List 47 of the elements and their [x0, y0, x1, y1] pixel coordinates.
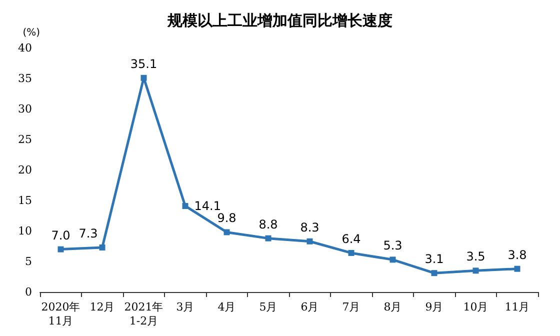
- y-axis-title: (%): [22, 28, 40, 38]
- y-tick-label: 15: [18, 194, 32, 207]
- point: [99, 244, 106, 250]
- data-label: 7.0: [51, 228, 70, 242]
- y-tick-label: 25: [18, 133, 32, 146]
- data-label: 5.3: [383, 238, 402, 253]
- y-tick-label: 0: [25, 286, 32, 298]
- point: [390, 256, 396, 263]
- y-tick-label: 30: [18, 102, 32, 116]
- point: [348, 250, 354, 256]
- data-label: 3.1: [424, 252, 444, 266]
- point: [265, 235, 272, 242]
- y-tick-label: 10: [18, 224, 32, 238]
- data-label: 8.3: [300, 220, 320, 234]
- data-label: 14.1: [194, 198, 221, 213]
- x-tick-label: 7月: [342, 300, 360, 314]
- y-tick-label: 40: [18, 42, 32, 54]
- x-tick-label: 12月: [90, 300, 115, 314]
- data-label: 7.3: [78, 226, 98, 240]
- x-tick-label: 6月: [300, 300, 319, 314]
- x-tick-label: 9月: [425, 300, 444, 314]
- data-label: 9.8: [217, 211, 236, 226]
- point: [182, 202, 188, 209]
- point: [431, 270, 438, 276]
- point: [58, 246, 64, 252]
- data-label: 8.8: [258, 217, 278, 232]
- x-tick-label: 11月: [504, 300, 530, 314]
- x-tick-label: 2021年 1-2月: [124, 300, 164, 328]
- data-label: 3.5: [466, 250, 486, 264]
- y-tick-label: 35: [18, 72, 32, 85]
- data-label: 35.1: [130, 56, 158, 71]
- data-label: 6.4: [342, 232, 361, 246]
- x-tick-label: 5月: [259, 300, 278, 314]
- chart-title: 规模以上工业增加值同比增长速度: [166, 12, 392, 30]
- x-tick-label: 3月: [176, 300, 194, 314]
- point: [140, 74, 147, 81]
- x-tick-label: 2020年 11月: [41, 300, 80, 328]
- point: [472, 268, 479, 274]
- point: [224, 229, 230, 236]
- y-tick-label: 20: [18, 164, 32, 176]
- x-tick-label: 10月: [463, 300, 488, 314]
- y-tick-label: 5: [25, 255, 32, 268]
- point: [514, 266, 520, 272]
- point: [306, 238, 313, 244]
- data-label: 3.8: [508, 248, 527, 262]
- x-tick-label: 4月: [218, 300, 236, 314]
- x-tick-label: 8月: [384, 300, 402, 314]
